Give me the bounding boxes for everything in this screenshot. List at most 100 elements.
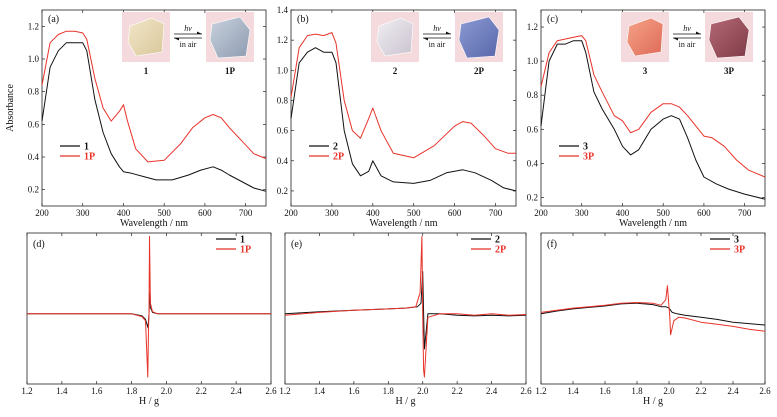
series-line-3 bbox=[540, 302, 766, 326]
arrow-head bbox=[673, 38, 678, 41]
y-tick-label: 0.6 bbox=[527, 124, 539, 134]
photo-caption-before: 3 bbox=[643, 66, 648, 76]
legend-label: 1P bbox=[84, 152, 95, 163]
x-tick-label: 1.2 bbox=[535, 386, 546, 396]
x-tick-label: 2.6 bbox=[759, 386, 771, 396]
plot-frame bbox=[540, 9, 766, 207]
x-tick-label: 2.0 bbox=[663, 386, 675, 396]
x-axis-label: Wavelength / nm bbox=[369, 218, 437, 229]
x-tick-label: 1.8 bbox=[631, 386, 643, 396]
x-tick-label: 2.2 bbox=[452, 386, 463, 396]
plot-frame bbox=[284, 232, 527, 385]
x-tick-label: 200 bbox=[534, 208, 548, 218]
back-label: in air bbox=[429, 40, 446, 49]
x-tick-label: 1.4 bbox=[56, 386, 68, 396]
x-tick-label: 2.0 bbox=[417, 386, 429, 396]
crystal-before bbox=[127, 17, 165, 57]
x-tick-label: 700 bbox=[239, 208, 253, 218]
x-tick-label: 1.6 bbox=[599, 386, 611, 396]
panel-1: 200 300 400 500 600 700 0.2 0.4 0.6 0.8 1.0 1.2 Wave… bbox=[28, 9, 267, 229]
photo-caption-after: 1P bbox=[225, 66, 236, 76]
series-line-3P bbox=[540, 285, 766, 336]
y-tick-label: 0.8 bbox=[28, 87, 40, 97]
forward-label: hν bbox=[433, 24, 441, 33]
series-line-1 bbox=[41, 42, 267, 192]
crystal-after bbox=[209, 16, 251, 59]
x-tick-label: 300 bbox=[575, 208, 589, 218]
panel-5: 1.2 1.4 1.6 1.8 2.0 2.2 2.4 2.6 H / g (e) 22P bbox=[279, 232, 532, 407]
plot-frame bbox=[290, 9, 517, 207]
x-tick-label: 500 bbox=[157, 208, 171, 218]
crystal-after bbox=[708, 16, 750, 59]
legend-label: 1 bbox=[84, 142, 89, 153]
panel-2: 200 300 400 500 600 700 0.2 0.4 0.6 0.8 1.0 1.2 1.4 W… bbox=[277, 5, 517, 229]
plot-frame bbox=[41, 9, 267, 207]
arrow-head bbox=[423, 38, 428, 41]
photo-caption-after: 2P bbox=[474, 66, 485, 76]
y-tick-label: 0.2 bbox=[527, 192, 538, 202]
forward-label: hν bbox=[683, 24, 691, 33]
legend-label: 3 bbox=[734, 235, 739, 246]
series-line-3 bbox=[540, 40, 766, 200]
y-tick-label: 1.4 bbox=[277, 5, 289, 15]
x-tick-label: 400 bbox=[616, 208, 630, 218]
back-label: in air bbox=[679, 40, 696, 49]
x-tick-label: 2.2 bbox=[695, 386, 706, 396]
y-tick-label: 1.2 bbox=[527, 22, 538, 32]
x-tick-label: 500 bbox=[407, 208, 421, 218]
x-tick-label: 600 bbox=[697, 208, 711, 218]
x-tick-label: 1.8 bbox=[126, 386, 138, 396]
x-tick-label: 600 bbox=[198, 208, 212, 218]
x-tick-label: 2.4 bbox=[231, 386, 243, 396]
legend-label: 2P bbox=[333, 152, 344, 163]
x-tick-label: 1.4 bbox=[314, 386, 326, 396]
x-tick-label: 500 bbox=[656, 208, 670, 218]
x-axis-label: H / g bbox=[139, 396, 159, 407]
series-line-3P bbox=[540, 35, 766, 178]
legend-label: 3 bbox=[583, 142, 588, 153]
y-tick-label: 0.8 bbox=[277, 95, 289, 105]
panel-label: (a) bbox=[48, 14, 59, 25]
x-axis-label: Wavelength / nm bbox=[120, 218, 188, 229]
y-tick-label: 0.6 bbox=[277, 126, 289, 136]
legend-label: 2 bbox=[333, 142, 338, 153]
arrow-head bbox=[446, 31, 451, 34]
x-tick-label: 700 bbox=[738, 208, 752, 218]
series-line-1P bbox=[27, 236, 271, 378]
panel-a-ylabel: Absorbance bbox=[5, 84, 16, 132]
x-tick-label: 700 bbox=[489, 208, 503, 218]
forward-label: hν bbox=[184, 24, 192, 33]
arrow-head bbox=[696, 31, 701, 34]
y-tick-label: 1.2 bbox=[28, 21, 39, 31]
panel-label: (b) bbox=[297, 14, 309, 25]
y-tick-label: 1.0 bbox=[277, 65, 289, 75]
x-axis-label: Wavelength / nm bbox=[619, 218, 687, 229]
back-label: in air bbox=[180, 40, 197, 49]
legend-label: 3P bbox=[583, 152, 594, 163]
x-tick-label: 200 bbox=[35, 208, 49, 218]
x-axis-label: H / g bbox=[396, 396, 416, 407]
y-tick-label: 0.8 bbox=[527, 90, 539, 100]
x-tick-label: 1.4 bbox=[567, 386, 579, 396]
photo-caption-after: 3P bbox=[724, 66, 735, 76]
x-tick-label: 1.8 bbox=[383, 386, 395, 396]
legend-label: 2 bbox=[495, 235, 500, 246]
crystal-before bbox=[626, 17, 664, 57]
panel-label: (f) bbox=[547, 239, 557, 250]
panel-4: 1.2 1.4 1.6 1.8 2.0 2.2 2.4 2.6 H / g (d) 11P bbox=[21, 232, 277, 407]
x-tick-label: 2.6 bbox=[520, 386, 532, 396]
panel-3: 200 300 400 500 600 700 0.2 0.4 0.6 0.8 1.0 1.2 Wave… bbox=[527, 9, 766, 229]
x-tick-label: 1.2 bbox=[279, 386, 290, 396]
crystal-after bbox=[458, 16, 500, 59]
y-tick-label: 0.6 bbox=[28, 119, 40, 129]
arrow-head bbox=[197, 31, 202, 34]
photo-caption-before: 2 bbox=[393, 66, 398, 76]
y-tick-label: 0.2 bbox=[28, 185, 39, 195]
x-tick-label: 200 bbox=[284, 208, 298, 218]
x-tick-label: 300 bbox=[325, 208, 339, 218]
arrow-head bbox=[174, 38, 179, 41]
y-tick-label: 0.4 bbox=[527, 158, 539, 168]
series-line-1P bbox=[41, 30, 267, 163]
x-tick-label: 2.2 bbox=[196, 386, 207, 396]
